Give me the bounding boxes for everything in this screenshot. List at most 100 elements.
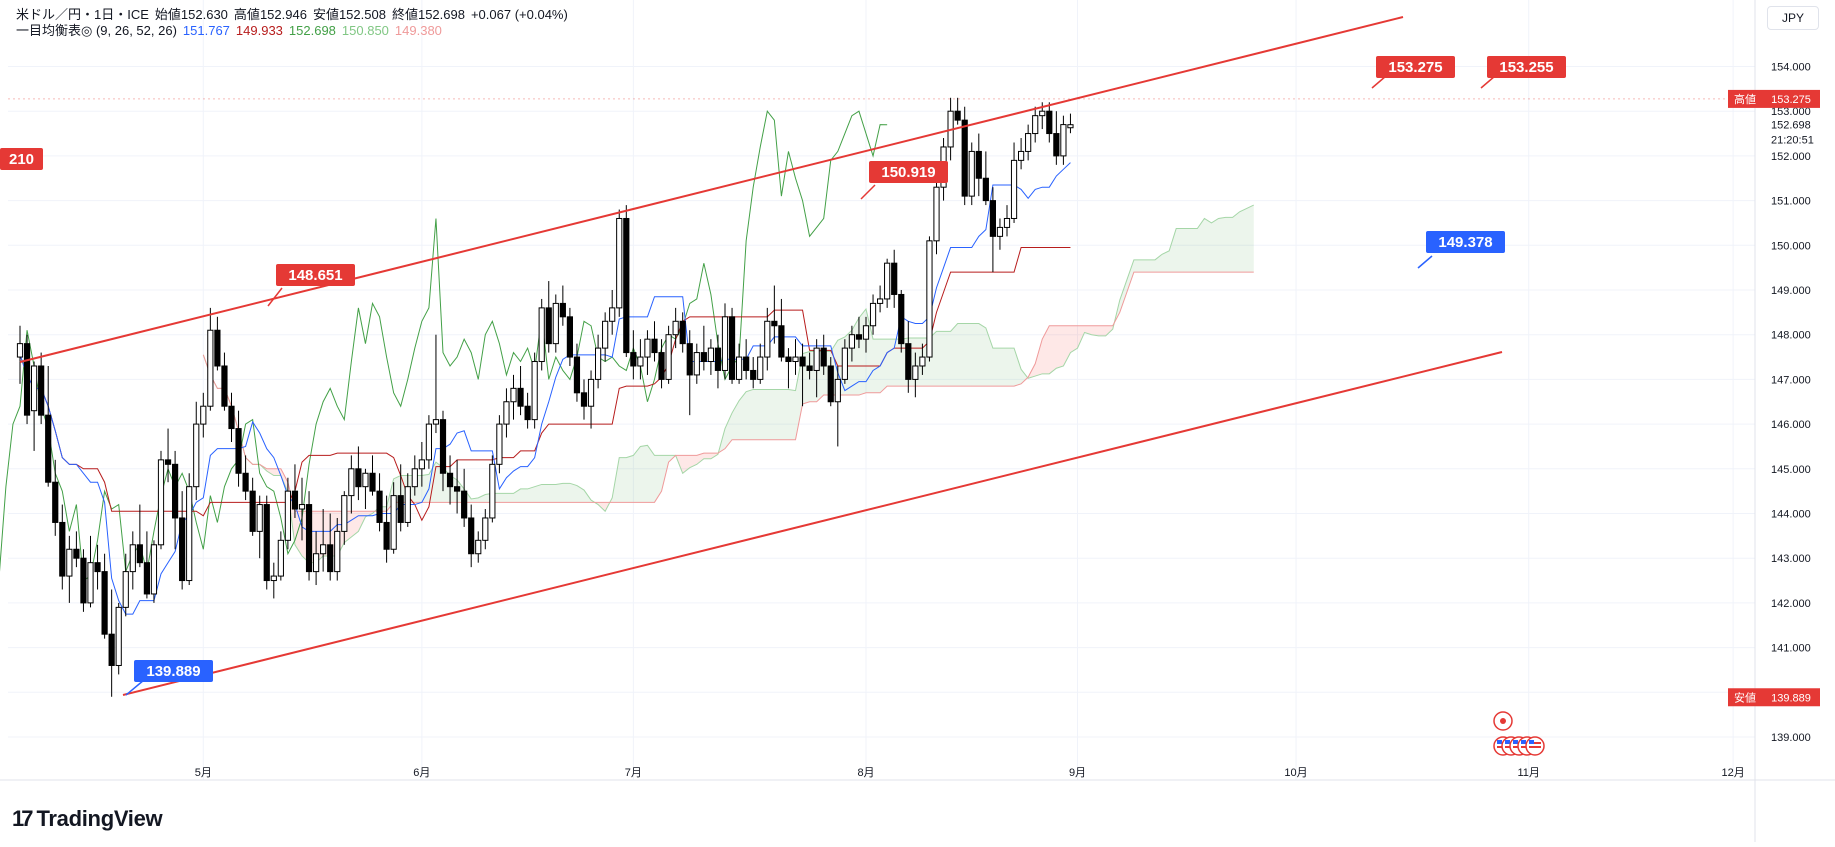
candle-body-down <box>164 459 172 465</box>
candle <box>877 285 884 313</box>
currency-button[interactable]: JPY <box>1767 6 1819 30</box>
cloud-segment-bull <box>950 323 958 387</box>
candle-body-down <box>52 481 59 523</box>
candle-body-up <box>193 423 200 488</box>
candle <box>757 343 764 384</box>
cloud-segment-bull <box>943 331 951 387</box>
candle <box>320 509 327 572</box>
candle-body-down <box>369 472 376 492</box>
candle-body-up <box>16 343 24 358</box>
candle-body-down <box>355 468 362 488</box>
candle <box>249 477 256 536</box>
cloud-segment-bull <box>1126 259 1134 293</box>
cloud-segment-bear <box>1098 325 1106 336</box>
low-tag-label-box <box>1728 688 1762 707</box>
candle-body-down <box>855 334 863 340</box>
candle-body-down <box>517 387 524 407</box>
candle-body-down <box>1053 133 1060 157</box>
time-axis: 5月 6月 7月 8月 9月 10月 11月 12月 <box>195 767 1745 779</box>
event-markers <box>1493 711 1545 756</box>
candle-body-up <box>1032 115 1039 135</box>
candle <box>235 410 242 487</box>
kijun-value: 149.933 <box>235 23 283 38</box>
candle <box>291 464 299 518</box>
event-marker-dot-icon <box>1500 718 1506 724</box>
candle-body-down <box>778 325 785 358</box>
candle <box>454 459 461 514</box>
cloud-segment-bull <box>576 485 584 503</box>
candle-body-down <box>566 316 573 358</box>
candle-body-up <box>595 347 602 380</box>
cloud-segment-bull <box>795 353 803 440</box>
candle <box>313 531 320 586</box>
candle-body-up <box>31 365 38 412</box>
candle-body-down <box>771 320 778 327</box>
candle-body-down <box>59 521 66 577</box>
cloud-segment-bull <box>1014 348 1022 387</box>
cloud-segment-bull <box>1246 205 1254 273</box>
candle <box>693 343 700 384</box>
candle <box>172 450 179 550</box>
candle <box>736 343 743 384</box>
y-tick-label: 142.000 <box>1771 598 1811 610</box>
candle <box>397 464 404 532</box>
candle-body-up <box>552 302 559 345</box>
candle-body-up <box>1003 217 1011 228</box>
candle-body-up <box>721 316 729 371</box>
candle-body-down <box>179 517 186 582</box>
kijun-sen-line <box>19 247 1071 522</box>
candle <box>136 504 143 568</box>
candle-body-up <box>834 378 841 403</box>
candle-body-up <box>334 530 341 573</box>
cloud-segment-bear <box>280 468 288 493</box>
candle <box>595 334 602 389</box>
cloud-segment-bear <box>294 511 302 556</box>
candle <box>891 249 898 308</box>
candle-body-down <box>242 472 249 492</box>
candle-body-up <box>848 334 855 349</box>
candle <box>602 312 609 362</box>
candle-body-down <box>38 365 45 416</box>
flag-canton <box>1513 740 1518 744</box>
candle-body-down <box>989 200 996 237</box>
cloud-segment-bear <box>696 453 704 465</box>
cloud-segment-bull <box>957 323 965 387</box>
x-tick-label: 9月 <box>1069 767 1086 779</box>
candle-body-down <box>743 356 750 371</box>
candle <box>651 321 658 362</box>
candle-body-up <box>503 401 510 425</box>
candle <box>538 298 545 371</box>
candle <box>869 294 877 335</box>
cloud-segment-bear <box>605 497 613 512</box>
candle-body-up <box>757 356 764 380</box>
cloud-segment-bull <box>1239 208 1247 273</box>
candle <box>115 602 122 675</box>
candle <box>609 290 616 335</box>
candle <box>207 307 214 411</box>
candle-body-up <box>877 298 884 304</box>
candle <box>1025 124 1032 161</box>
candle <box>510 374 517 420</box>
candles <box>16 97 1074 697</box>
annotation-box <box>869 161 948 183</box>
candle <box>573 343 581 402</box>
candle-body-down <box>686 343 693 376</box>
candle <box>341 491 348 545</box>
candle <box>369 455 376 496</box>
cloud-segment-bull <box>1148 259 1156 273</box>
candle-body-down <box>898 293 905 345</box>
cloud-segment-bull <box>1140 259 1148 273</box>
candle-body-down <box>679 320 686 345</box>
candle-body-down <box>45 414 52 483</box>
candle <box>1003 205 1011 237</box>
countdown-label: 21:20:51 <box>1771 135 1814 147</box>
candle <box>404 473 411 527</box>
candle-body-down <box>172 463 179 519</box>
tradingview-logo[interactable]: 17 TradingView <box>12 806 163 832</box>
cloud-segment-bull <box>746 389 754 440</box>
tenkan-value: 151.767 <box>182 23 230 38</box>
price-scale-tags: 高値 153.275 安値 139.889 152.698 21:20:51 <box>8 89 1820 707</box>
candle-body-down <box>221 365 228 407</box>
cloud-segment-bull <box>985 327 993 387</box>
